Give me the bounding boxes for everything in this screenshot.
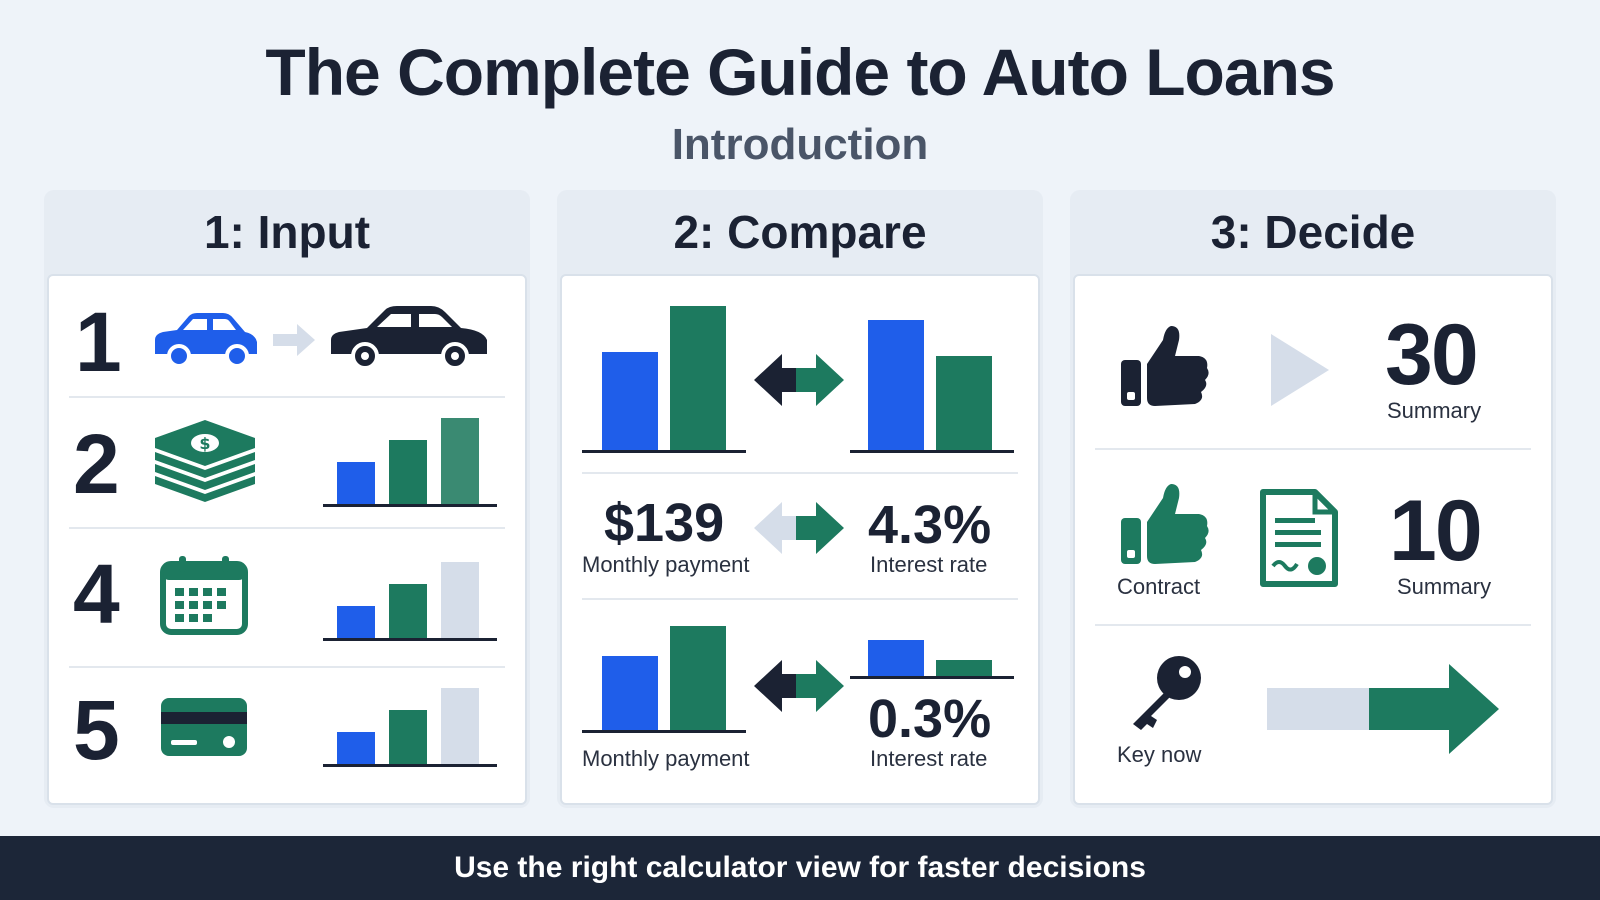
divider [69,527,505,529]
summary-label: Summary [1387,398,1482,423]
step-number: 1 [75,295,122,389]
bar-chart-icon [582,306,746,453]
divider [1095,448,1531,450]
arrow-right-icon [1267,664,1499,754]
summary-value: 10 [1389,483,1483,579]
cash-stack-icon: $ [155,420,255,502]
summary-value: 30 [1385,307,1479,403]
interest-rate-value: 0.3% [868,689,992,749]
bar-chart-icon [850,640,1014,679]
calendar-icon [160,556,248,635]
column-input: 1: Input 1 2 [44,190,530,808]
bar-chart-icon [323,688,497,767]
monthly-payment-label: Monthly payment [582,746,750,771]
column-heading: 2: Compare [673,206,927,258]
input-panel: 1 2 $ [47,274,527,805]
column-heading: 1: Input [203,206,371,258]
compare-panel: $139 Monthly payment 4.3% Interest rate … [560,274,1040,805]
arrow-right-icon [273,324,315,356]
bar-chart-icon [582,626,746,733]
interest-rate-label: Interest rate [870,746,988,771]
page-title: The Complete Guide to Auto Loans [265,35,1335,109]
divider [582,472,1018,474]
swap-arrows-icon [754,354,844,406]
divider [1095,624,1531,626]
bar-chart-icon [850,320,1014,453]
interest-rate-value: 4.3% [868,495,992,555]
swap-arrows-icon [754,502,844,554]
divider [582,598,1018,600]
credit-card-icon [161,698,247,756]
contract-document-icon [1260,489,1338,587]
thumbs-up-icon [1121,484,1209,564]
play-triangle-icon [1271,334,1329,406]
sedan-icon [331,306,487,370]
step-number: 4 [73,547,120,641]
bar-chart-icon [323,562,497,641]
column-compare: 2: Compare $139 Monthly payment 4.3% Int… [557,190,1043,808]
key-icon [1133,656,1201,730]
column-heading: 3: Decide [1210,206,1416,258]
page-subtitle: Introduction [671,120,929,169]
bar-chart-icon [323,418,497,507]
footer-banner: Use the right calculator view for faster… [0,836,1600,900]
car-icon [155,313,257,368]
svg-text:$: $ [199,434,210,453]
summary-label: Summary [1397,574,1492,599]
column-decide: 3: Decide 30 Summary Contract [1070,190,1556,808]
thumbs-up-icon [1121,326,1209,406]
divider [69,666,505,668]
interest-rate-label: Interest rate [870,552,988,577]
key-now-label: Key now [1117,742,1202,767]
monthly-payment-label: Monthly payment [582,552,750,577]
divider [69,396,505,398]
contract-label: Contract [1117,574,1201,599]
step-number: 5 [73,683,120,777]
decide-panel: 30 Summary Contract 10 Summary Key no [1073,274,1553,805]
monthly-payment-value: $139 [604,493,725,553]
step-number: 2 [73,417,120,511]
swap-arrows-icon [754,660,844,712]
